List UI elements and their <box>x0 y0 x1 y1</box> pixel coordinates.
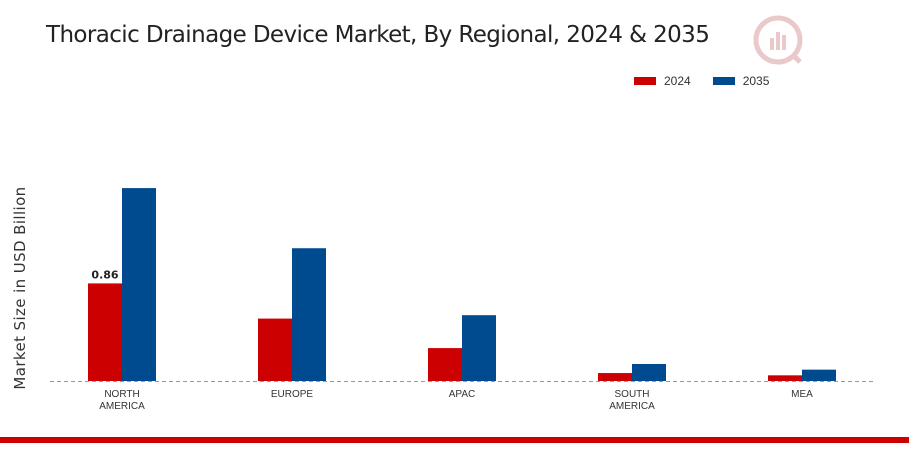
bar-2024-0 <box>88 283 122 381</box>
legend-item-2035: 2035 <box>712 74 770 88</box>
bar-2035-3 <box>632 363 666 381</box>
x-tick-label-3: SOUTH AMERICA <box>609 389 655 412</box>
x-tick-label-4: MEA <box>791 389 813 400</box>
bar-2024-4 <box>768 375 802 381</box>
bar-2035-1 <box>292 248 326 381</box>
logo-icon <box>752 14 804 66</box>
chart-title: Thoracic Drainage Device Market, By Regi… <box>46 22 710 48</box>
legend-label-2024: 2024 <box>664 74 691 88</box>
bottom-accent-bar <box>0 437 909 443</box>
bar-2024-3 <box>598 373 632 381</box>
x-tick-label-1: EUROPE <box>271 389 314 400</box>
bar-2035-0 <box>122 188 156 381</box>
bar-2024-1 <box>258 318 292 381</box>
legend: 2024 2035 <box>634 74 769 88</box>
data-label-0: 0.86 <box>91 268 118 281</box>
legend-swatch-2035 <box>712 77 735 85</box>
bar-2035-4 <box>802 369 836 381</box>
x-tick-label-2: APAC <box>449 389 476 400</box>
bar-2024-2 <box>428 348 462 381</box>
legend-swatch-2024 <box>634 77 656 85</box>
legend-label-2035: 2035 <box>742 74 770 88</box>
bar-2035-2 <box>462 315 496 381</box>
x-tick-label-0: NORTH AMERICA <box>99 389 145 412</box>
legend-item-2024: 2024 <box>634 74 691 88</box>
